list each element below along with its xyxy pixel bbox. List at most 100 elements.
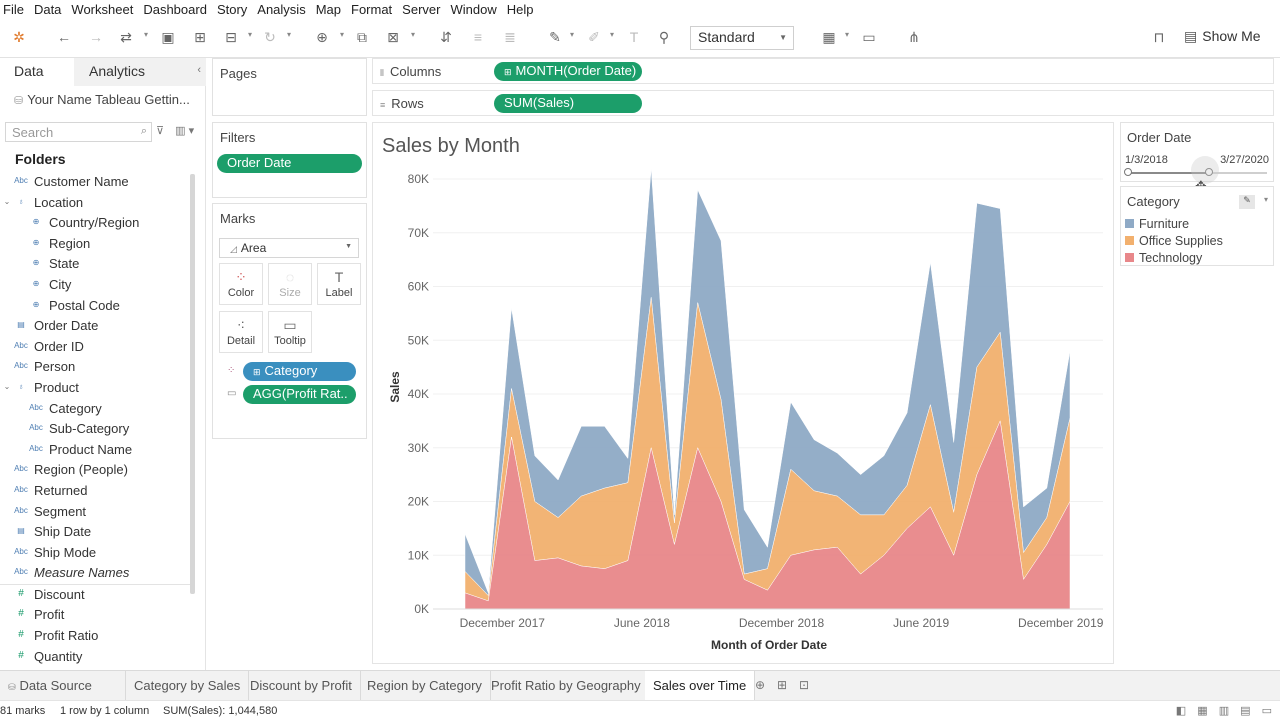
menu-format[interactable]: Format bbox=[351, 1, 393, 17]
field-item[interactable]: ⊕ Postal Code bbox=[0, 296, 190, 317]
tab-region-by-category[interactable]: Region by Category bbox=[359, 671, 491, 701]
field-item[interactable]: Abc Returned bbox=[0, 481, 190, 502]
new-worksheet-icon[interactable]: ⊕ bbox=[316, 29, 328, 45]
tab-discount-by-profit[interactable]: Discount by Profit bbox=[242, 671, 361, 701]
clear-caret-icon[interactable]: ▾ bbox=[411, 30, 416, 39]
highlight-toggle-icon[interactable]: ✎ bbox=[1239, 195, 1255, 209]
menu-help[interactable]: Help bbox=[506, 1, 534, 17]
legend-item-technology[interactable]: Technology bbox=[1125, 251, 1202, 267]
measure-item[interactable]: # Quantity bbox=[0, 647, 190, 668]
detail-button[interactable]: ⁖ Detail bbox=[219, 311, 263, 353]
field-item[interactable]: ⊕ City bbox=[0, 275, 190, 296]
field-item[interactable]: ▤ Order Date bbox=[0, 316, 190, 337]
tab-data-source[interactable]: ⛁ Data Source bbox=[0, 671, 126, 701]
field-item[interactable]: ⊕ Country/Region bbox=[0, 213, 190, 234]
show-me-button[interactable]: ▤ Show Me bbox=[1184, 28, 1261, 45]
swap-icon[interactable]: ⇵ bbox=[440, 29, 452, 45]
fit-select[interactable]: Standard ▼ bbox=[690, 26, 794, 50]
legend-item-furniture[interactable]: Furniture bbox=[1125, 217, 1189, 233]
menu-data[interactable]: Data bbox=[33, 1, 62, 17]
filters-card[interactable]: Filters Order Date bbox=[212, 122, 367, 198]
range-end-handle[interactable] bbox=[1205, 168, 1213, 176]
tab-category-by-sales[interactable]: Category by Sales bbox=[126, 671, 250, 701]
measure-item[interactable]: # Discount bbox=[0, 585, 190, 606]
menu-map[interactable]: Map bbox=[315, 1, 341, 17]
measure-item[interactable]: # Profit bbox=[0, 605, 190, 626]
tab-sales-over-time[interactable]: Sales over Time bbox=[645, 671, 756, 702]
field-item[interactable]: Abc Product Name bbox=[0, 440, 190, 461]
sort-ascending-icon[interactable]: ≡ bbox=[473, 29, 483, 45]
clear-sheet-icon[interactable]: ⊠ bbox=[387, 29, 399, 45]
tooltip-button[interactable]: ▭ Tooltip bbox=[268, 311, 312, 353]
color-button[interactable]: ⁘ Color bbox=[219, 263, 263, 305]
group-caret-icon[interactable]: ▾ bbox=[610, 30, 615, 39]
cards-caret-icon[interactable]: ▾ bbox=[845, 30, 850, 39]
marks-pill-category[interactable]: ⊞ Category bbox=[243, 362, 356, 381]
undo-icon[interactable]: ← bbox=[57, 29, 71, 45]
marks-pill-profit-ratio[interactable]: AGG(Profit Rat.. bbox=[243, 385, 356, 404]
collapse-icon[interactable]: ⌄ bbox=[3, 196, 11, 206]
columns-pill[interactable]: ⊞ MONTH(Order Date) bbox=[494, 62, 642, 81]
tableau-logo-icon[interactable]: ✲ bbox=[13, 29, 25, 45]
field-item[interactable]: Abc Category bbox=[0, 399, 190, 420]
duplicate-icon[interactable]: ⧉ bbox=[357, 29, 367, 45]
label-button[interactable]: T Label bbox=[317, 263, 361, 305]
field-item[interactable]: Abc Measure Names bbox=[0, 563, 190, 584]
measure-item[interactable]: # Profit Ratio bbox=[0, 626, 190, 647]
legend-menu-icon[interactable]: ▾ bbox=[1263, 195, 1268, 204]
field-item[interactable]: Abc Ship Mode bbox=[0, 543, 190, 564]
pause-updates-icon[interactable]: ⊟ bbox=[225, 29, 237, 45]
new-sheet-caret-icon[interactable]: ▾ bbox=[340, 30, 345, 39]
menu-worksheet[interactable]: Worksheet bbox=[71, 1, 134, 17]
collapse-icon[interactable]: ⌄ bbox=[3, 381, 11, 391]
search-input[interactable]: Search ⌕ bbox=[5, 122, 152, 142]
highlight-caret-icon[interactable]: ▾ bbox=[570, 30, 575, 39]
legend-item-office-supplies[interactable]: Office Supplies bbox=[1125, 234, 1223, 250]
menu-server[interactable]: Server bbox=[402, 1, 441, 17]
tab-data[interactable]: Data bbox=[0, 58, 74, 86]
menu-dashboard[interactable]: Dashboard bbox=[143, 1, 207, 17]
new-story-tab-icon[interactable]: ⊡ bbox=[799, 678, 810, 692]
field-item[interactable]: Abc Order ID bbox=[0, 337, 190, 358]
collapse-pane-icon[interactable]: ‹ bbox=[197, 64, 201, 76]
filter-fields-icon[interactable]: ⊽ bbox=[156, 125, 165, 137]
size-button[interactable]: ◌ Size bbox=[268, 263, 312, 305]
sales-area-chart[interactable]: 0K 10K 20K 30K 40K 50K 60K 70K 80K December 2017 J… bbox=[373, 123, 1113, 663]
presentation-mode-icon[interactable]: ▭ bbox=[862, 29, 876, 45]
replay-caret-icon[interactable]: ▾ bbox=[144, 30, 149, 39]
share-icon[interactable]: ⋔ bbox=[908, 29, 920, 45]
field-item[interactable]: Abc Segment bbox=[0, 502, 190, 523]
field-item[interactable]: ⌄ ♁ Product bbox=[0, 378, 190, 399]
pause-caret-icon[interactable]: ▾ bbox=[248, 30, 253, 39]
new-datasource-icon[interactable]: ⊞ bbox=[194, 29, 206, 45]
group-icon[interactable]: ✐ bbox=[588, 29, 600, 45]
fix-axes-icon[interactable]: ⚲ bbox=[658, 29, 670, 45]
datasource-item[interactable]: ⛁ Your Name Tableau Gettin... bbox=[14, 92, 190, 107]
field-item[interactable]: ⊕ Region bbox=[0, 234, 190, 255]
paint-roller-icon[interactable]: ⊓ bbox=[1153, 29, 1165, 45]
mark-type-select[interactable]: ◿ Area ▼ bbox=[219, 238, 359, 258]
field-item[interactable]: Abc Region (People) bbox=[0, 460, 190, 481]
new-dashboard-tab-icon[interactable]: ⊞ bbox=[777, 678, 788, 692]
redo-icon[interactable]: → bbox=[89, 29, 103, 45]
new-worksheet-tab-icon[interactable]: ⊕ bbox=[755, 678, 766, 692]
field-list-scrollbar[interactable] bbox=[190, 174, 195, 594]
tab-analytics[interactable]: Analytics ‹ bbox=[74, 58, 206, 86]
replay-icon[interactable]: ⇄ bbox=[120, 29, 132, 45]
rows-shelf[interactable]: ≡ Rows SUM(Sales) bbox=[372, 90, 1274, 116]
pages-card[interactable]: Pages bbox=[212, 58, 367, 116]
highlight-icon[interactable]: ✎ bbox=[549, 29, 561, 45]
menu-file[interactable]: File bbox=[3, 1, 24, 17]
field-item[interactable]: ⊕ State bbox=[0, 254, 190, 275]
save-icon[interactable]: ▣ bbox=[161, 29, 175, 45]
refresh-icon[interactable]: ↻ bbox=[264, 29, 276, 45]
refresh-caret-icon[interactable]: ▾ bbox=[287, 30, 292, 39]
field-item[interactable]: ⌄ ♁ Location bbox=[0, 193, 190, 214]
columns-shelf[interactable]: ⦀ Columns ⊞ MONTH(Order Date) bbox=[372, 58, 1274, 84]
status-view-icons[interactable]: ◧ ▦ ▥ ▤ ▭ bbox=[1175, 705, 1276, 717]
view-options-icon[interactable]: ▥ ▾ bbox=[175, 125, 195, 137]
menu-story[interactable]: Story bbox=[216, 1, 248, 17]
field-item[interactable]: ▤ Ship Date bbox=[0, 522, 190, 543]
show-labels-icon[interactable]: T bbox=[629, 29, 639, 45]
tab-profit-ratio-by-geography[interactable]: Profit Ratio by Geography bbox=[483, 671, 650, 701]
